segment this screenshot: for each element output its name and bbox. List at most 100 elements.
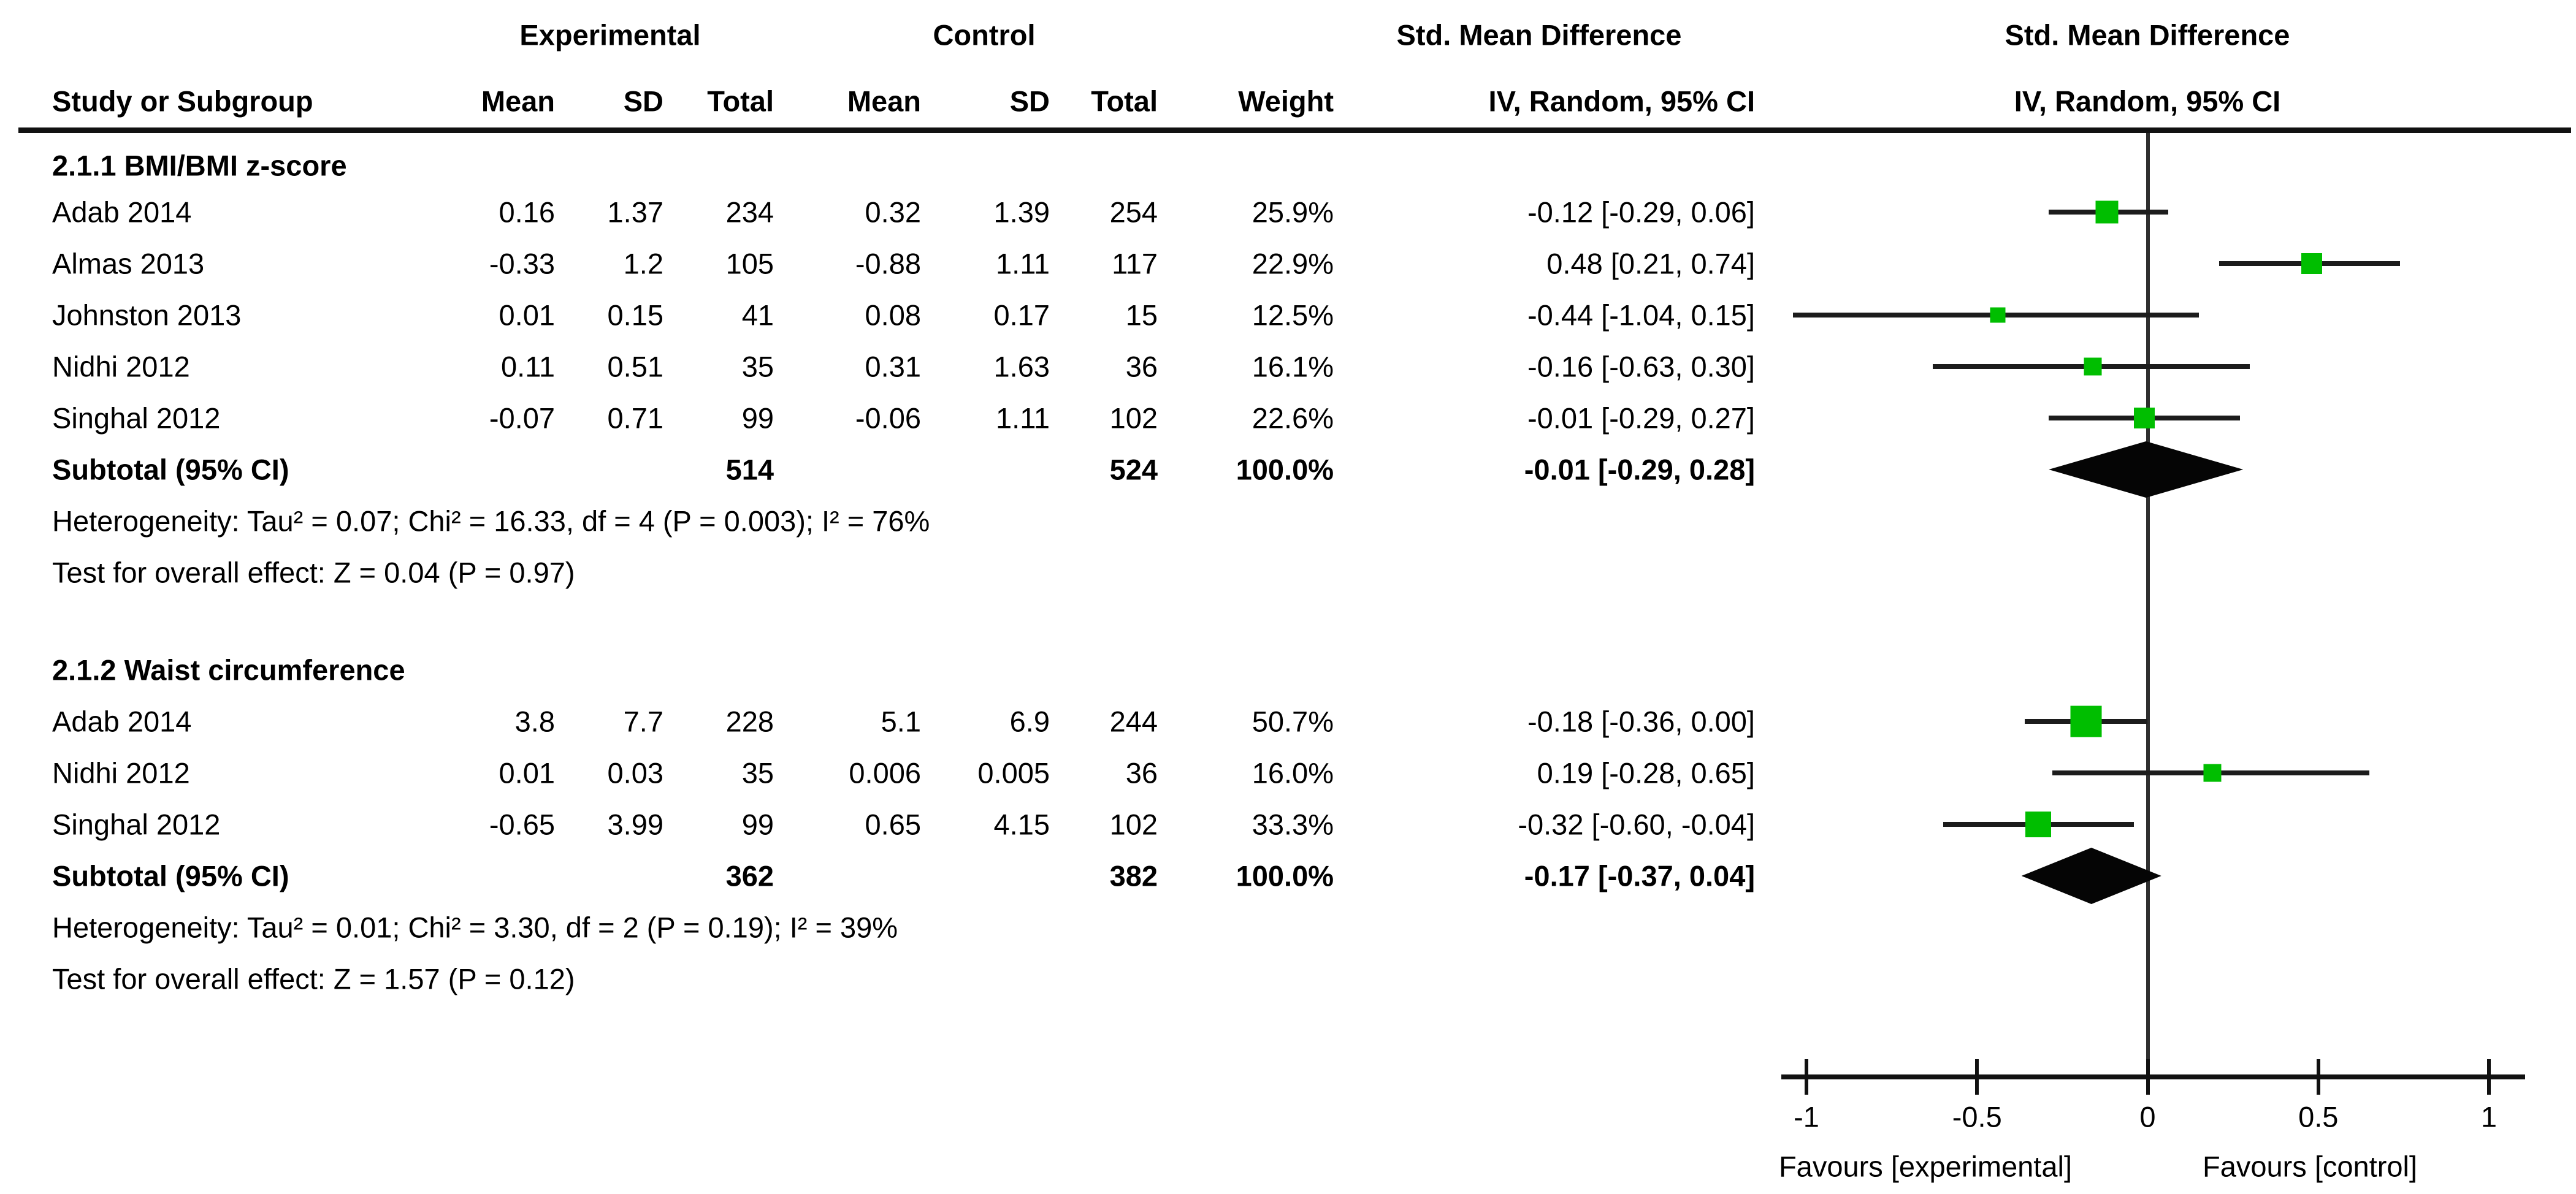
study-label: Almas 2013: [52, 247, 205, 280]
method-plot-header: IV, Random, 95% CI: [2014, 85, 2281, 118]
ctl-sd-value: 1.11: [996, 401, 1050, 435]
ctl-sd-value: 6.9: [1009, 705, 1050, 738]
study-label: Singhal 2012: [52, 808, 221, 841]
smd-ci-value: -0.18 [-0.36, 0.00]: [1527, 705, 1755, 738]
exp-mean-value: 0.16: [499, 196, 555, 229]
ctl-sd-value: 1.63: [993, 350, 1050, 383]
x-axis-line: [1781, 1074, 2525, 1079]
exp-mean-value: 0.11: [501, 350, 555, 383]
x-axis-tick-label: -1: [1794, 1100, 1819, 1133]
weight-column-header: Weight: [1238, 85, 1334, 118]
ctl-mean-column-header: Mean: [847, 85, 921, 118]
weight-value: 22.6%: [1252, 401, 1334, 435]
study-label: Singhal 2012: [52, 401, 221, 435]
subtotal-ctl-total: 524: [1109, 453, 1158, 486]
effect-point-marker: [2070, 705, 2102, 737]
weight-value: 33.3%: [1252, 808, 1334, 841]
effect-point-marker: [2084, 357, 2102, 376]
study-label: Adab 2014: [52, 705, 192, 738]
subgroup-header: 2.1.2 Waist circumference: [52, 653, 405, 686]
subtotal-smd-ci: -0.01 [-0.29, 0.28]: [1524, 453, 1755, 486]
method-column-header: IV, Random, 95% CI: [1488, 85, 1755, 118]
smd-ci-value: -0.32 [-0.60, -0.04]: [1518, 808, 1755, 841]
smd-ci-value: -0.44 [-1.04, 0.15]: [1527, 298, 1755, 332]
heterogeneity-text: Heterogeneity: Tau² = 0.07; Chi² = 16.33…: [52, 504, 930, 538]
ctl-total-value: 102: [1109, 401, 1158, 435]
exp-mean-value: -0.65: [489, 808, 555, 841]
ctl-sd-value: 1.11: [996, 247, 1050, 280]
exp-mean-value: 3.8: [514, 705, 555, 738]
ctl-mean-value: 0.08: [865, 298, 921, 332]
exp-total-value: 35: [741, 756, 774, 789]
exp-sd-value: 1.2: [623, 247, 663, 280]
ctl-total-value: 36: [1125, 350, 1158, 383]
favours-experimental-label: Favours [experimental]: [1778, 1150, 2073, 1183]
x-axis-tick: [1805, 1059, 1808, 1095]
subtotal-weight: 100.0%: [1236, 859, 1334, 892]
smd-ci-value: 0.19 [-0.28, 0.65]: [1537, 756, 1755, 789]
overall-effect-text: Test for overall effect: Z = 1.57 (P = 0…: [52, 962, 575, 995]
x-axis-tick: [2146, 1059, 2150, 1095]
exp-sd-value: 7.7: [623, 705, 663, 738]
ctl-sd-value: 0.005: [977, 756, 1050, 789]
study-label: Nidhi 2012: [52, 350, 190, 383]
exp-total-value: 41: [741, 298, 774, 332]
subtotal-label: Subtotal (95% CI): [52, 453, 289, 486]
ctl-mean-value: 0.31: [865, 350, 921, 383]
study-label: Johnston 2013: [52, 298, 242, 332]
effect-point-marker: [2203, 764, 2222, 782]
overall-effect-text: Test for overall effect: Z = 0.04 (P = 0…: [52, 556, 575, 589]
ctl-mean-value: -0.88: [855, 247, 921, 280]
effect-point-marker: [2301, 253, 2322, 274]
smd-ci-value: -0.16 [-0.63, 0.30]: [1527, 350, 1755, 383]
subtotal-diamond: [2021, 848, 2161, 904]
smd-plot-header: Std. Mean Difference: [2005, 18, 2290, 51]
x-axis-tick: [2487, 1059, 2491, 1095]
exp-mean-value: -0.33: [489, 247, 555, 280]
exp-sd-value: 3.99: [607, 808, 663, 841]
ctl-mean-value: 0.65: [865, 808, 921, 841]
exp-mean-value: -0.07: [489, 401, 555, 435]
ctl-total-value: 254: [1109, 196, 1158, 229]
exp-mean-value: 0.01: [499, 756, 555, 789]
ctl-mean-value: 0.32: [865, 196, 921, 229]
effect-point-marker: [2133, 408, 2155, 428]
weight-value: 22.9%: [1252, 247, 1334, 280]
study-label: Nidhi 2012: [52, 756, 190, 789]
ctl-total-column-header: Total: [1091, 85, 1158, 118]
x-axis-tick-label: 0.5: [2298, 1100, 2339, 1133]
exp-total-value: 105: [725, 247, 774, 280]
weight-value: 25.9%: [1252, 196, 1334, 229]
exp-mean-value: 0.01: [499, 298, 555, 332]
x-axis-tick-label: 0: [2139, 1100, 2156, 1133]
ctl-total-value: 15: [1125, 298, 1158, 332]
exp-sd-value: 0.71: [607, 401, 663, 435]
x-axis-tick: [2316, 1059, 2320, 1095]
subtotal-exp-total: 514: [725, 453, 774, 486]
exp-sd-value: 0.15: [607, 298, 663, 332]
subgroup-header: 2.1.1 BMI/BMI z-score: [52, 149, 347, 182]
exp-mean-column-header: Mean: [481, 85, 555, 118]
subtotal-weight: 100.0%: [1236, 453, 1334, 486]
smd-ci-value: -0.01 [-0.29, 0.27]: [1527, 401, 1755, 435]
study-column-header: Study or Subgroup: [52, 85, 313, 118]
weight-value: 12.5%: [1252, 298, 1334, 332]
study-label: Adab 2014: [52, 196, 192, 229]
weight-value: 50.7%: [1252, 705, 1334, 738]
exp-sd-value: 0.03: [607, 756, 663, 789]
subtotal-smd-ci: -0.17 [-0.37, 0.04]: [1524, 859, 1755, 892]
ctl-sd-value: 1.39: [993, 196, 1050, 229]
heterogeneity-text: Heterogeneity: Tau² = 0.01; Chi² = 3.30,…: [52, 911, 898, 944]
ctl-sd-column-header: SD: [1009, 85, 1050, 118]
exp-total-value: 228: [725, 705, 774, 738]
ctl-sd-value: 4.15: [993, 808, 1050, 841]
exp-total-column-header: Total: [707, 85, 774, 118]
subtotal-label: Subtotal (95% CI): [52, 859, 289, 892]
smd-ci-value: 0.48 [0.21, 0.74]: [1546, 247, 1755, 280]
ctl-mean-value: 5.1: [881, 705, 921, 738]
subtotal-exp-total: 362: [725, 859, 774, 892]
subtotal-ctl-total: 382: [1109, 859, 1158, 892]
x-axis-tick: [1975, 1059, 1979, 1095]
ctl-total-value: 244: [1109, 705, 1158, 738]
